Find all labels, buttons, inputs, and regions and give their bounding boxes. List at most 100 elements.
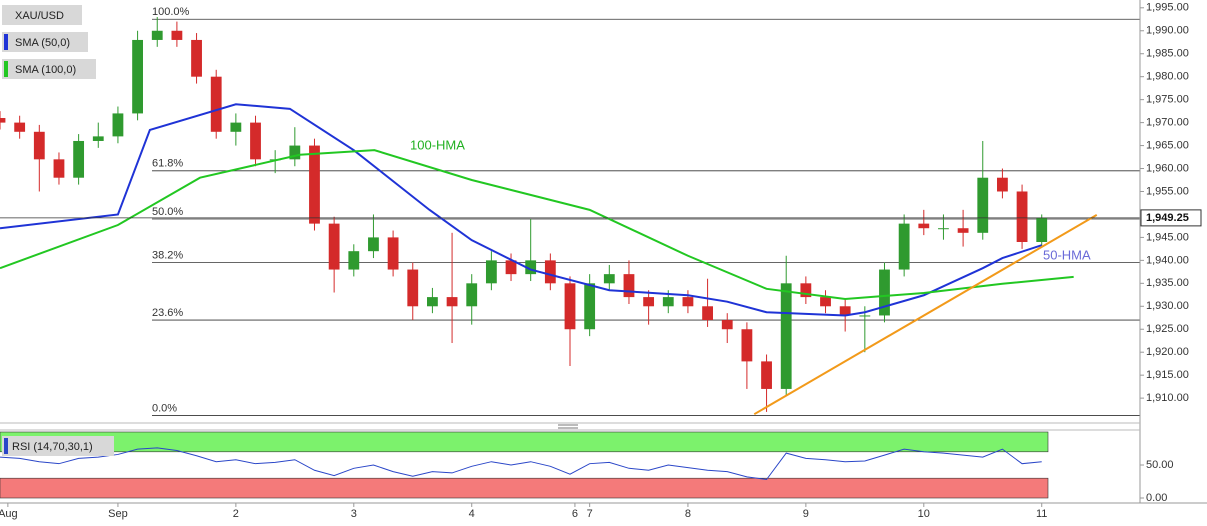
oversold-zone xyxy=(0,477,1049,499)
candle-body xyxy=(132,39,143,114)
candle-body xyxy=(761,361,772,389)
y-tick-label: 1,960.00 xyxy=(1146,162,1189,174)
legend: XAU/USD SMA (50,0) SMA (100,0) RSI (14,7… xyxy=(2,5,114,456)
annotation: 50-HMA xyxy=(1043,247,1091,262)
candle-body xyxy=(368,237,379,252)
legend-swatch xyxy=(4,34,8,50)
y-tick-label: 1,920.00 xyxy=(1146,346,1189,358)
candle-body xyxy=(427,297,438,307)
candle-body xyxy=(210,76,222,132)
fib-label: 38.2% xyxy=(152,250,183,262)
candle-body xyxy=(230,122,242,132)
last-price-label: 1,949.25 xyxy=(1146,212,1189,224)
annotation: 100-HMA xyxy=(410,137,465,152)
candle-body xyxy=(839,306,851,316)
moving-average xyxy=(0,149,1074,300)
candle-body xyxy=(505,260,517,275)
y-tick-label: 1,965.00 xyxy=(1146,139,1189,151)
candle-body xyxy=(603,274,615,284)
legend-box xyxy=(2,32,88,52)
candle-body xyxy=(938,228,949,230)
fib-label: 50.0% xyxy=(152,206,183,218)
y-tick-label: 1,995.00 xyxy=(1146,2,1189,14)
candle-body xyxy=(544,260,556,284)
legend-label: SMA (100,0) xyxy=(15,64,76,76)
legend-label: RSI (14,70,30,1) xyxy=(12,441,93,453)
candle-body xyxy=(623,274,635,298)
y-tick-label: 1,990.00 xyxy=(1146,25,1189,37)
candle-body xyxy=(309,145,320,224)
candle-body xyxy=(171,30,183,40)
candle-body xyxy=(387,237,399,270)
candle-body xyxy=(741,329,753,362)
candle-body xyxy=(997,177,1008,192)
y-tick-label: 1,915.00 xyxy=(1146,369,1189,381)
candle-body xyxy=(702,306,713,321)
candle-body xyxy=(485,260,497,284)
y-tick-label: 1,910.00 xyxy=(1146,392,1189,404)
x-tick-label: Sep xyxy=(108,508,128,520)
y-tick-label: 1,940.00 xyxy=(1146,254,1189,266)
x-tick-label: 3 xyxy=(351,508,357,520)
x-tick-label: 7 xyxy=(587,508,593,520)
overbought-zone xyxy=(0,431,1049,453)
rsi-tick-label: 50.00 xyxy=(1146,459,1174,471)
y-tick-label: 1,980.00 xyxy=(1146,71,1189,83)
candle-body xyxy=(0,118,6,123)
fib-label: 61.8% xyxy=(152,158,183,170)
fib-label: 23.6% xyxy=(152,307,183,319)
candle-body xyxy=(191,39,202,77)
candle-body xyxy=(328,223,340,270)
trendline xyxy=(753,214,1098,416)
legend-box xyxy=(2,436,114,456)
x-tick-label: 6 xyxy=(572,508,578,520)
candle-body xyxy=(348,251,360,270)
candle-body xyxy=(780,283,792,389)
legend-label: SMA (50,0) xyxy=(15,37,70,49)
candle-body xyxy=(53,159,65,178)
legend-box xyxy=(2,5,82,25)
fib-label: 100.0% xyxy=(152,6,190,18)
x-tick-label: 11 xyxy=(1036,508,1047,520)
candle-body xyxy=(250,122,261,160)
candle-body xyxy=(151,30,163,40)
candle-body xyxy=(682,297,694,307)
candle-body xyxy=(584,283,596,330)
y-tick-label: 1,985.00 xyxy=(1146,48,1189,60)
candle-body xyxy=(1016,191,1028,242)
candle-body xyxy=(525,260,537,275)
candle-body xyxy=(92,136,104,141)
candle-body xyxy=(800,283,812,298)
candle-body xyxy=(73,140,85,178)
x-tick-label: Aug xyxy=(0,508,18,520)
y-tick-label: 1,930.00 xyxy=(1146,300,1189,312)
legend-swatch xyxy=(4,61,8,77)
splitter[interactable] xyxy=(558,424,578,429)
candle-body xyxy=(820,297,831,307)
candle-body xyxy=(564,283,576,330)
symbol: XAU/USD xyxy=(15,10,64,22)
candle-body xyxy=(446,297,458,307)
candle-body xyxy=(898,223,910,270)
x-tick-label: 4 xyxy=(469,508,475,520)
candle-body xyxy=(112,113,124,137)
y-tick-label: 1,945.00 xyxy=(1146,231,1189,243)
y-tick-label: 1,970.00 xyxy=(1146,117,1189,129)
y-tick-label: 1,955.00 xyxy=(1146,185,1189,197)
candle-body xyxy=(977,177,989,233)
rsi-line xyxy=(0,447,1042,481)
rsi-tick-label: 0.00 xyxy=(1146,492,1167,504)
candle-body xyxy=(879,269,890,316)
y-tick-label: 1,925.00 xyxy=(1146,323,1189,335)
candle-body xyxy=(918,223,930,229)
legend-swatch xyxy=(4,438,8,454)
x-tick-label: 10 xyxy=(918,508,930,520)
x-tick-label: 8 xyxy=(685,508,691,520)
candle-body xyxy=(33,131,45,160)
x-tick-label: 9 xyxy=(803,508,809,520)
last-price-box xyxy=(1140,209,1202,227)
candle-body xyxy=(721,320,733,330)
candle-body xyxy=(859,315,871,317)
